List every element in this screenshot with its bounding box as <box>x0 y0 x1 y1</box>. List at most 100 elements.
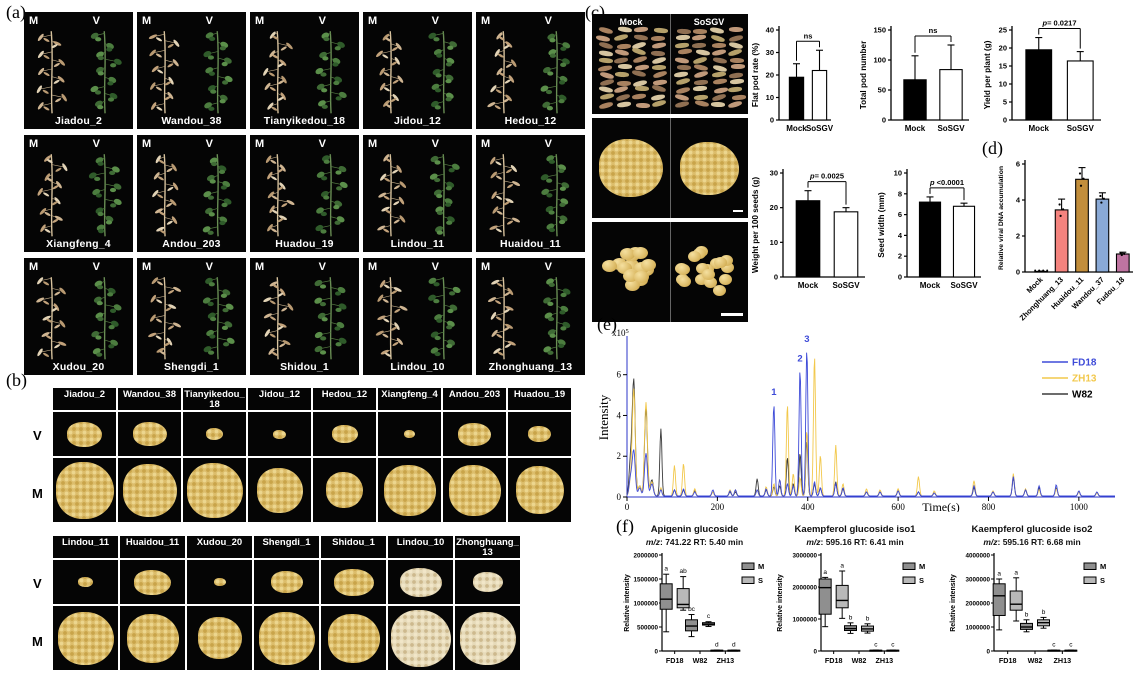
svg-text:p= 0.0025: p= 0.0025 <box>809 172 844 181</box>
tile-label-v: V <box>431 261 439 273</box>
seed-image <box>677 275 691 287</box>
pod-image <box>731 93 746 100</box>
svg-text:SoSGV: SoSGV <box>806 124 834 133</box>
svg-text:a: a <box>840 563 844 570</box>
pod-image <box>713 86 729 94</box>
svg-text:30: 30 <box>770 169 778 178</box>
svg-text:a: a <box>664 566 668 573</box>
plant-tile: M V Shidou_1 <box>250 258 359 375</box>
tile-label-m: M <box>255 261 265 273</box>
pod-image <box>598 26 614 35</box>
svg-text:b: b <box>1042 609 1046 616</box>
svg-text:40: 40 <box>766 26 774 35</box>
svg-text:500000: 500000 <box>637 625 659 632</box>
svg-text:ab: ab <box>680 568 688 575</box>
pod-image <box>614 32 629 41</box>
chart-kaempferol-glucoside-iso1: Kaempferol glucoside iso1 m/z: 595.16 RT:… <box>775 524 935 680</box>
plant-tile: M V Xudou_20 <box>24 258 133 375</box>
svg-text:3000000: 3000000 <box>965 577 990 584</box>
seed-cluster <box>67 421 102 447</box>
pod-image <box>674 56 689 64</box>
mock-plant-image <box>27 26 77 115</box>
seed-image <box>713 285 727 296</box>
svg-text:SoSGV: SoSGV <box>832 281 860 290</box>
svg-text:0: 0 <box>898 273 902 282</box>
tile-label-m: M <box>142 261 152 273</box>
virus-plant-image <box>80 149 130 238</box>
svg-text:b: b <box>866 615 870 622</box>
svg-text:Yield per plant (g): Yield per plant (g) <box>983 40 992 109</box>
pod-image <box>676 77 691 86</box>
chart-chromatogram: 0 2 4 6 0 200 400 600 800 1000 1 2 3 FD18 ZH13 W82 x105 I… <box>598 324 1138 512</box>
cultivar-name: Lindou_11 <box>390 238 445 250</box>
mock-plant-image <box>366 149 416 238</box>
virus-plant-image <box>193 272 243 361</box>
svg-text:0: 0 <box>770 116 774 125</box>
virus-plant-image <box>532 149 582 238</box>
chart-weight-per-100-seeds: 0 10 20 30 Mock SoSGV p= 0.0025 Weight per 100 … <box>750 155 870 307</box>
mock-plant-image <box>140 149 190 238</box>
svg-text:FD18: FD18 <box>825 656 843 665</box>
seed-image <box>633 271 649 283</box>
seed-column: Wandou_38 <box>118 388 181 522</box>
svg-text:p= 0.0217: p= 0.0217 <box>1042 19 1077 28</box>
seed-cluster <box>197 617 242 659</box>
seed-image <box>696 262 710 274</box>
tile-label-m: M <box>29 138 39 150</box>
mock-seeds-cell <box>455 606 520 670</box>
svg-text:2: 2 <box>1016 232 1020 241</box>
pod-image <box>729 78 745 84</box>
svg-text:0: 0 <box>625 502 630 512</box>
pod-image <box>614 71 629 78</box>
seed-column: Jidou_12 <box>248 388 311 522</box>
virus-seeds-cell <box>53 560 118 604</box>
pod-image <box>692 42 707 48</box>
mock-seed-pile <box>592 118 671 218</box>
sosgv-seed-pile <box>670 118 748 218</box>
cultivar-name: Wandou_38 <box>161 115 222 127</box>
seed-image <box>695 274 709 285</box>
svg-text:W82: W82 <box>1072 390 1093 401</box>
virus-plant-image <box>193 26 243 115</box>
mock-seeds-cell <box>118 458 181 522</box>
seed-column: Jiadou_2 <box>53 388 116 522</box>
pod-image <box>729 26 744 32</box>
seed-image <box>620 248 636 261</box>
pod-image <box>692 85 708 92</box>
svg-text:3: 3 <box>804 334 809 345</box>
svg-text:ns: ns <box>929 26 938 35</box>
mock-seeds-cell <box>53 458 116 522</box>
mock-plant-image <box>253 272 303 361</box>
tile-label-m: M <box>481 138 491 150</box>
virus-seeds-cell <box>321 560 386 604</box>
svg-text:SoSGV: SoSGV <box>937 124 965 133</box>
mock-plant-image <box>253 26 303 115</box>
pod-image <box>598 86 614 94</box>
svg-text:a: a <box>823 569 827 576</box>
virus-plant-image <box>80 26 130 115</box>
virus-seeds-cell <box>378 412 441 456</box>
pod-image <box>711 34 726 43</box>
pod-image <box>617 26 632 33</box>
svg-text:S: S <box>758 576 763 585</box>
svg-text:0: 0 <box>1003 116 1007 125</box>
svg-text:4: 4 <box>617 410 622 420</box>
svg-text:d: d <box>732 642 736 649</box>
plant-tile: M V Lindou_11 <box>363 135 472 252</box>
seed-cluster <box>57 611 114 665</box>
seed-cluster <box>515 466 564 514</box>
boxplot-subtitle: m/z: 595.16 RT: 6.41 min <box>806 537 904 547</box>
pod-image <box>675 86 690 94</box>
svg-text:Relative intensity: Relative intensity <box>624 574 631 632</box>
svg-text:d: d <box>715 642 719 649</box>
cultivar-name: Hedou_12 <box>313 388 376 410</box>
panel-f-label: (f) <box>616 516 634 536</box>
tile-label-m: M <box>255 138 265 150</box>
seed-cluster <box>270 571 303 593</box>
svg-text:Mock: Mock <box>1029 124 1050 133</box>
tile-label-v: V <box>431 15 439 27</box>
seed-image <box>720 254 734 266</box>
svg-text:Relative intensity: Relative intensity <box>777 574 784 632</box>
seed-cluster <box>331 425 358 443</box>
seed-image <box>714 257 728 269</box>
